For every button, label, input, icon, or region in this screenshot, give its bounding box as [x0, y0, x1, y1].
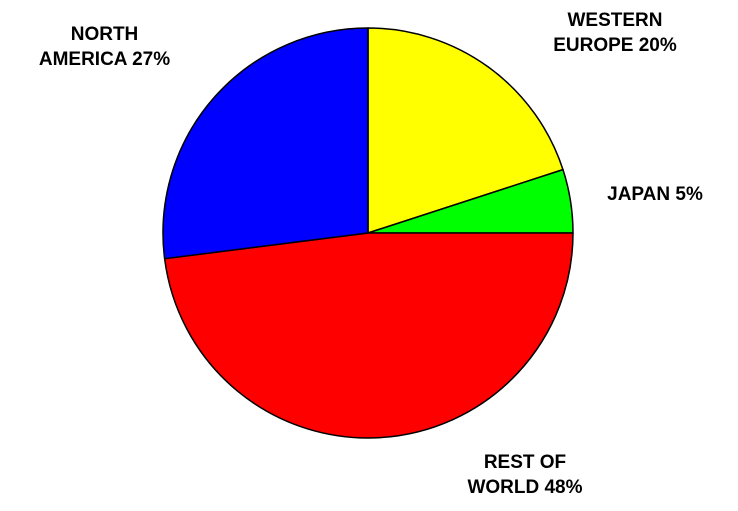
- label-western-europe: WESTERN EUROPE 20%: [530, 8, 700, 58]
- label-western-europe-line2: EUROPE 20%: [530, 33, 700, 58]
- label-japan: JAPAN 5%: [590, 182, 720, 207]
- label-rest-of-world: REST OF WORLD 48%: [440, 450, 610, 500]
- label-north-america-line1: NORTH: [12, 22, 197, 47]
- label-western-europe-line1: WESTERN: [530, 8, 700, 33]
- label-rest-of-world-line1: REST OF: [440, 450, 610, 475]
- label-japan-line2: JAPAN 5%: [590, 182, 720, 207]
- label-north-america-line2: AMERICA 27%: [12, 47, 197, 72]
- label-north-america: NORTH AMERICA 27%: [12, 22, 197, 72]
- pie-slice-rest-of-world: [165, 233, 573, 438]
- label-rest-of-world-line2: WORLD 48%: [440, 475, 610, 500]
